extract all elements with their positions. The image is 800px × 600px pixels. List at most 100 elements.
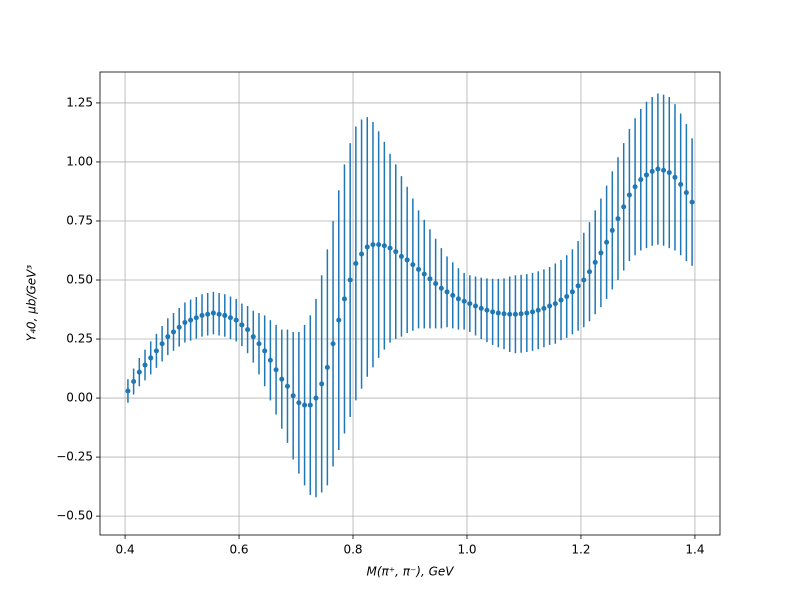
data-point xyxy=(512,311,518,317)
data-point xyxy=(433,281,439,287)
data-point xyxy=(364,244,370,250)
data-point xyxy=(136,369,142,375)
data-point xyxy=(581,277,587,283)
data-point xyxy=(142,362,148,368)
data-point xyxy=(455,296,461,302)
data-point xyxy=(416,266,422,272)
data-point xyxy=(427,276,433,282)
data-point xyxy=(370,242,376,248)
data-point xyxy=(153,348,159,354)
data-point xyxy=(689,199,695,205)
data-point xyxy=(199,312,205,318)
y-tick-label: 0.00 xyxy=(66,391,93,405)
data-point xyxy=(319,381,325,387)
data-point xyxy=(678,181,684,187)
data-point xyxy=(125,388,131,394)
x-axis-label: M(π⁺, π⁻), GeV xyxy=(367,565,455,579)
data-point xyxy=(467,301,473,307)
data-point xyxy=(205,311,211,317)
x-tick-label: 0.8 xyxy=(343,543,362,557)
data-point xyxy=(404,257,410,263)
data-point xyxy=(256,341,262,347)
data-point xyxy=(353,260,359,266)
x-tick-label: 1.0 xyxy=(457,543,476,557)
data-point xyxy=(262,348,268,354)
x-tick-label: 0.4 xyxy=(116,543,135,557)
data-point xyxy=(666,170,672,176)
data-point xyxy=(324,364,330,370)
y-tick-label: 0.25 xyxy=(66,332,93,346)
data-point xyxy=(615,216,621,222)
data-point xyxy=(592,259,598,265)
data-point xyxy=(307,402,313,408)
data-point xyxy=(598,250,604,256)
data-point xyxy=(478,305,484,311)
data-point xyxy=(564,294,570,300)
data-point xyxy=(535,307,541,313)
data-point xyxy=(159,341,165,347)
data-point xyxy=(575,283,581,289)
y-axis-label: Y₄0, μb/GeV³ xyxy=(25,265,39,342)
y-tick-label: 0.50 xyxy=(66,273,93,287)
data-point xyxy=(683,190,689,196)
data-point xyxy=(193,315,199,321)
data-point xyxy=(410,262,416,268)
data-point xyxy=(450,292,456,298)
data-point xyxy=(501,311,507,317)
data-point xyxy=(530,309,536,315)
data-point xyxy=(347,277,353,283)
data-point xyxy=(518,311,524,317)
data-point xyxy=(182,320,188,326)
data-point xyxy=(547,303,553,309)
data-point xyxy=(210,310,216,316)
data-point xyxy=(655,166,661,172)
data-point xyxy=(284,383,290,389)
data-point xyxy=(444,289,450,295)
x-tick-label: 1.4 xyxy=(685,543,704,557)
data-point xyxy=(558,297,564,303)
x-tick-label: 0.6 xyxy=(229,543,248,557)
data-point xyxy=(604,239,610,245)
data-point xyxy=(330,341,336,347)
data-point xyxy=(245,327,251,333)
y-tick-label: 0.75 xyxy=(66,213,93,227)
data-point xyxy=(632,184,638,190)
data-point xyxy=(387,245,393,251)
data-point xyxy=(643,172,649,178)
data-point xyxy=(507,311,513,317)
data-point xyxy=(250,334,256,340)
data-point xyxy=(267,357,273,363)
data-point xyxy=(495,310,501,316)
data-point xyxy=(227,315,233,321)
data-point xyxy=(398,253,404,259)
data-point xyxy=(216,311,222,317)
data-point xyxy=(131,379,137,385)
data-point xyxy=(661,167,667,173)
data-point xyxy=(541,305,547,311)
data-point xyxy=(609,227,615,233)
data-point xyxy=(473,303,479,309)
data-point xyxy=(341,296,347,302)
y-tick-label: 1.25 xyxy=(66,95,93,109)
y-tick-label: 1.00 xyxy=(66,154,93,168)
data-point xyxy=(188,317,194,323)
data-point xyxy=(376,242,382,248)
data-point xyxy=(176,324,182,330)
data-point xyxy=(490,309,496,315)
data-point xyxy=(148,355,154,361)
data-point xyxy=(569,289,575,295)
data-point xyxy=(461,298,467,304)
data-point xyxy=(171,329,177,335)
y-tick-label: −0.50 xyxy=(56,509,93,523)
data-point xyxy=(233,317,239,323)
data-point xyxy=(222,312,228,318)
data-point xyxy=(302,402,308,408)
data-point xyxy=(638,177,644,183)
data-point xyxy=(438,285,444,291)
data-point xyxy=(279,376,285,382)
data-point xyxy=(290,393,296,399)
data-point xyxy=(381,243,387,249)
y-tick-label: −0.25 xyxy=(56,450,93,464)
data-point xyxy=(552,301,558,307)
